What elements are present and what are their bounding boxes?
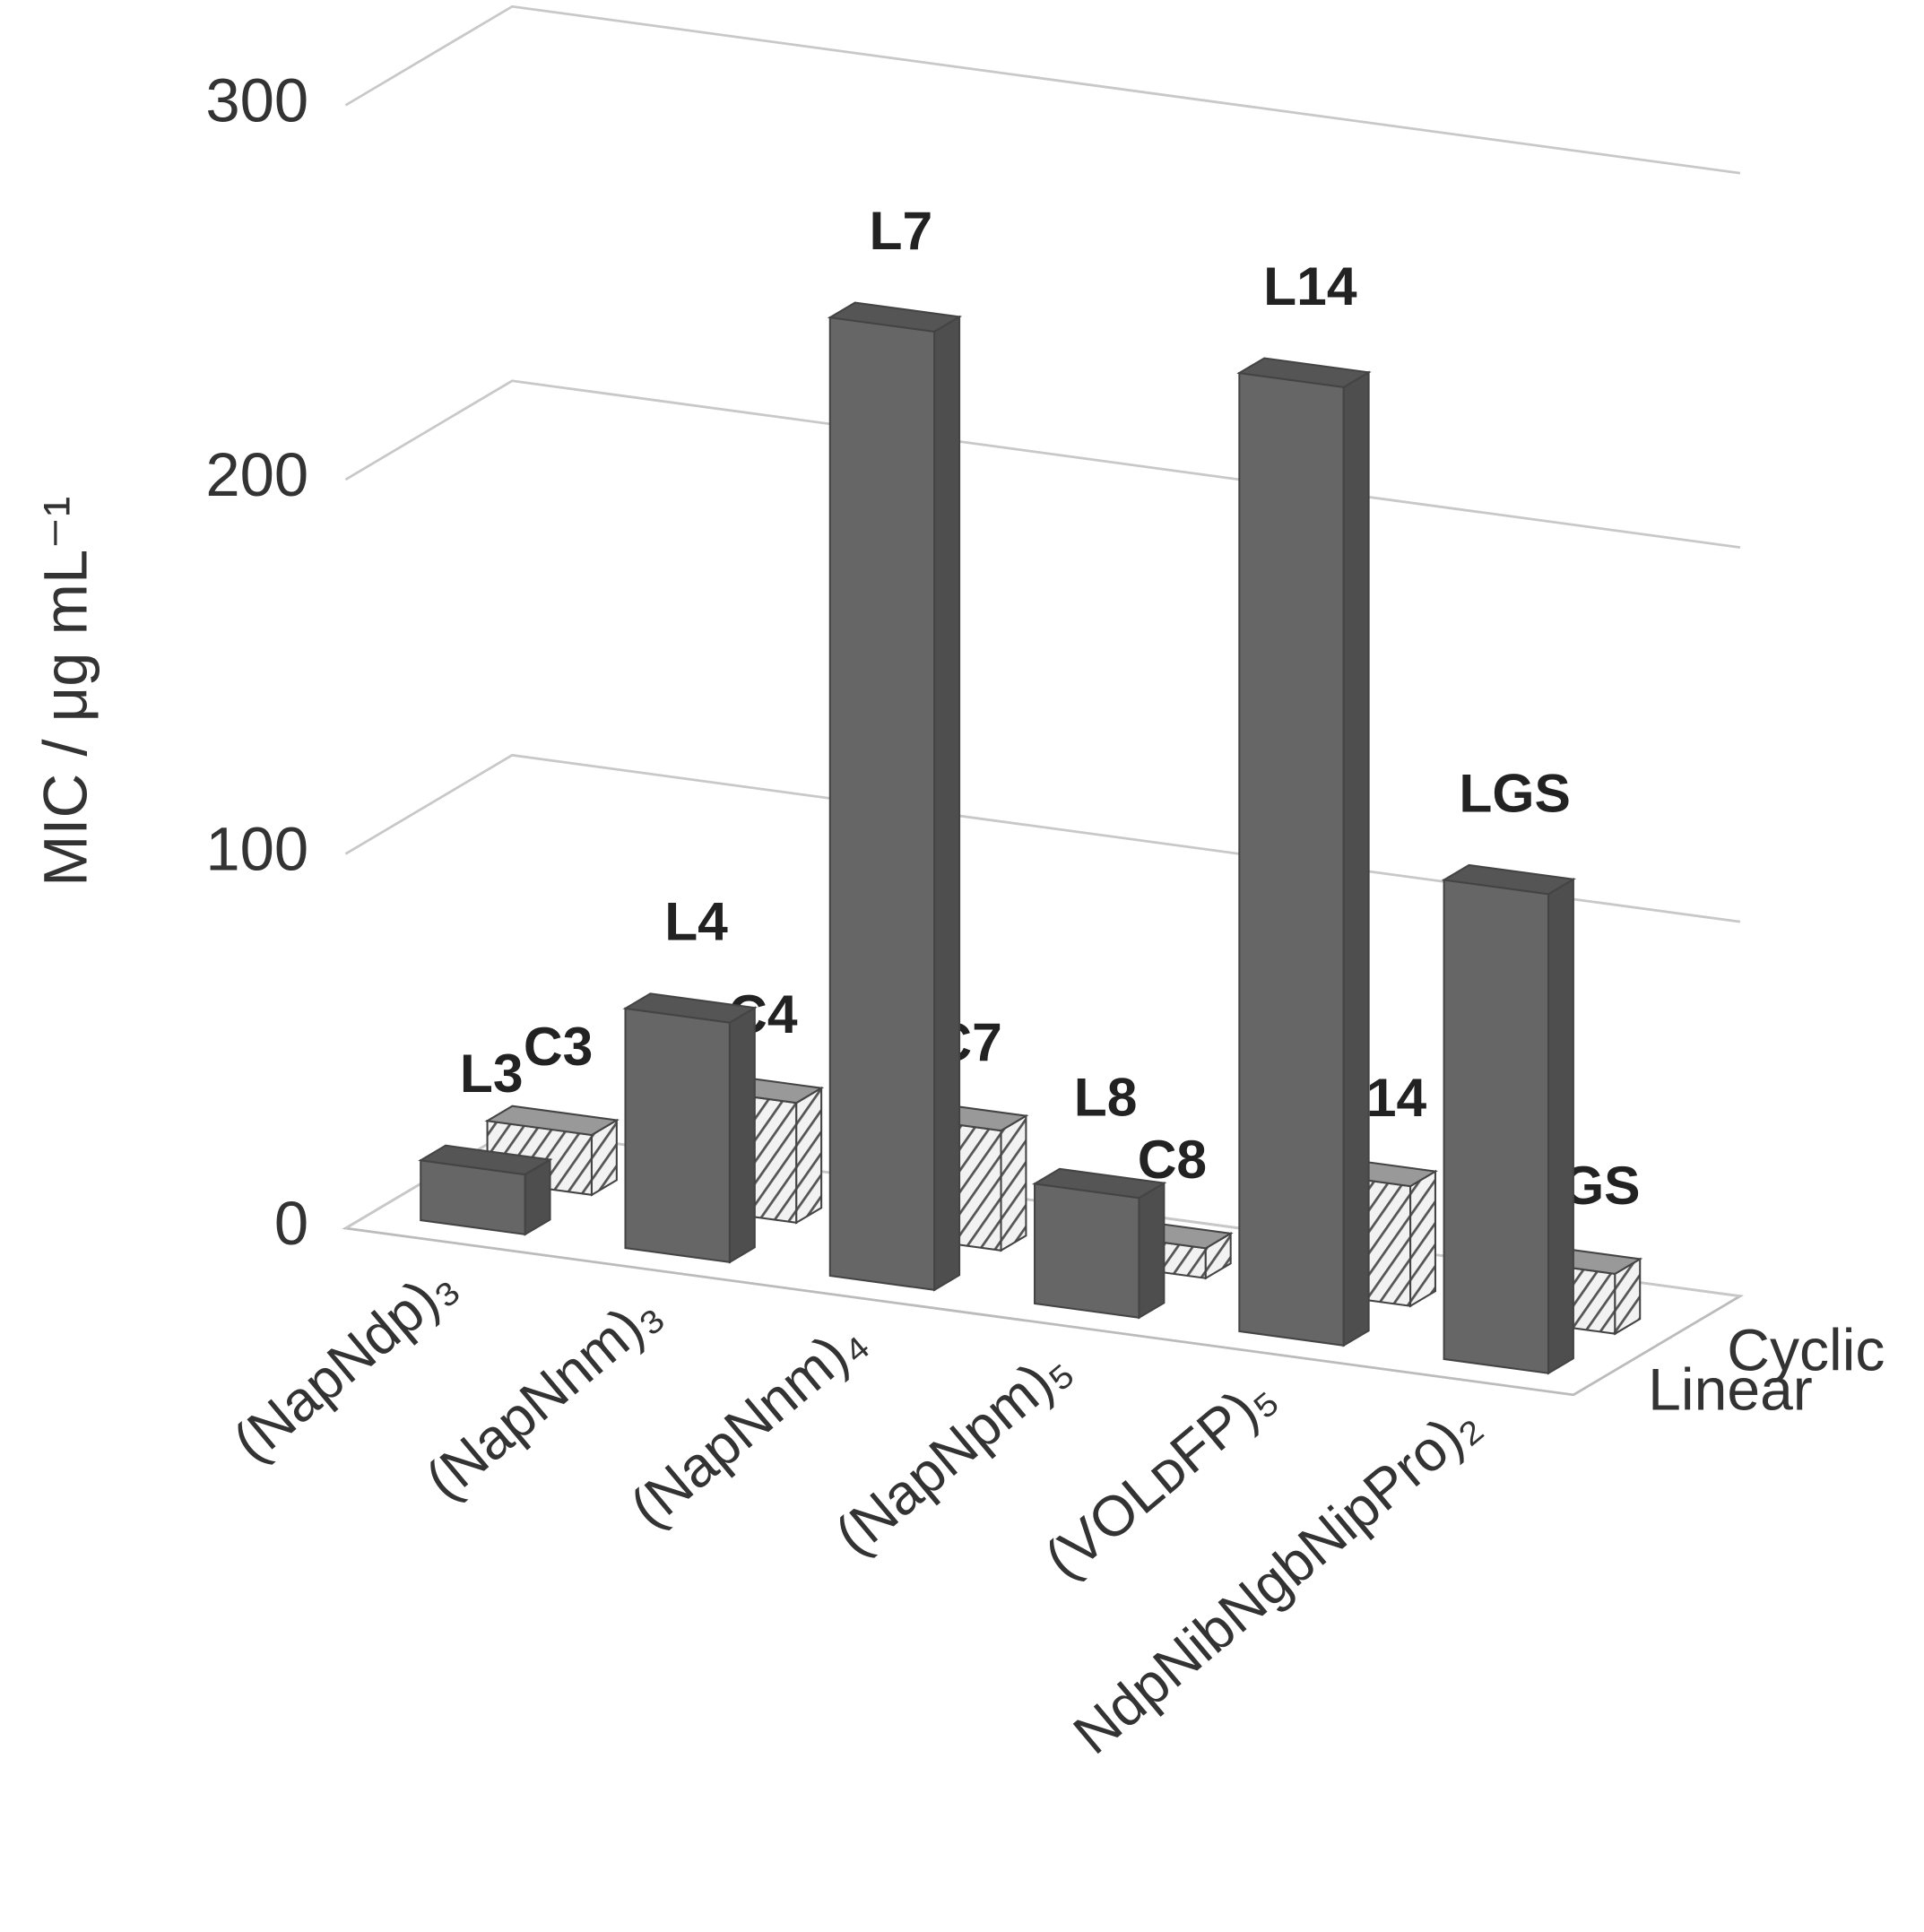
- bar-front: [624, 1007, 731, 1264]
- bar: [827, 301, 963, 1292]
- bar-side: [1000, 1113, 1027, 1252]
- bar-top: [827, 301, 963, 333]
- bar-front: [828, 316, 936, 1292]
- bar: [1441, 863, 1576, 1375]
- bar-front: [1034, 1183, 1140, 1319]
- y-tick-label: 200: [205, 440, 308, 509]
- bar-front: [1238, 371, 1345, 1347]
- legend-label: Linear: [1648, 1356, 1813, 1423]
- bar-side: [933, 315, 961, 1292]
- bar: [418, 1144, 553, 1236]
- grid-line: [344, 379, 1741, 549]
- bar-label: L14: [1263, 256, 1357, 316]
- bar-label: C3: [524, 1016, 593, 1077]
- x-tick-label: NdpNibNgbNipPro)₂: [1062, 1392, 1492, 1767]
- y-tick-label: 0: [274, 1189, 308, 1258]
- bar: [1236, 357, 1372, 1347]
- x-tick-label: (NapNdp)₃: [221, 1253, 468, 1475]
- bar-top: [418, 1144, 553, 1176]
- bar: [622, 992, 758, 1264]
- bar-side: [1342, 370, 1370, 1347]
- bar-side: [728, 1006, 756, 1264]
- x-tick-label: (NapNnm)₄: [619, 1309, 877, 1540]
- bar-label: L4: [664, 891, 728, 952]
- bar-top: [1236, 357, 1372, 388]
- bar-label: L7: [869, 200, 932, 261]
- bar-label: L3: [460, 1043, 524, 1104]
- bar-side: [1409, 1169, 1436, 1308]
- bar-side: [795, 1086, 823, 1225]
- y-tick-label: 300: [205, 66, 308, 135]
- bar-label: L8: [1074, 1066, 1138, 1127]
- bar-front: [1443, 879, 1550, 1374]
- bar-top: [1031, 1167, 1167, 1200]
- bar-label: LGS: [1459, 762, 1570, 823]
- x-tick-label: (NapNnm)₃: [414, 1281, 672, 1512]
- bar-label: C8: [1138, 1129, 1207, 1190]
- bar-top: [484, 1105, 620, 1137]
- bar-top: [1441, 863, 1576, 896]
- y-axis-title: MIC / μg mL⁻¹: [30, 497, 100, 887]
- y-tick-label: 100: [205, 815, 308, 884]
- grid-line: [344, 4, 1741, 175]
- x-tick-label: (NapNpm)₅: [824, 1337, 1082, 1568]
- bar-side: [1138, 1181, 1166, 1320]
- x-tick-label: (VOLᴅFP)₅: [1034, 1365, 1287, 1591]
- legend-label: Cyclic: [1727, 1317, 1885, 1383]
- bar-side: [1547, 877, 1574, 1375]
- bar-top: [622, 992, 758, 1024]
- bar: [1031, 1167, 1167, 1320]
